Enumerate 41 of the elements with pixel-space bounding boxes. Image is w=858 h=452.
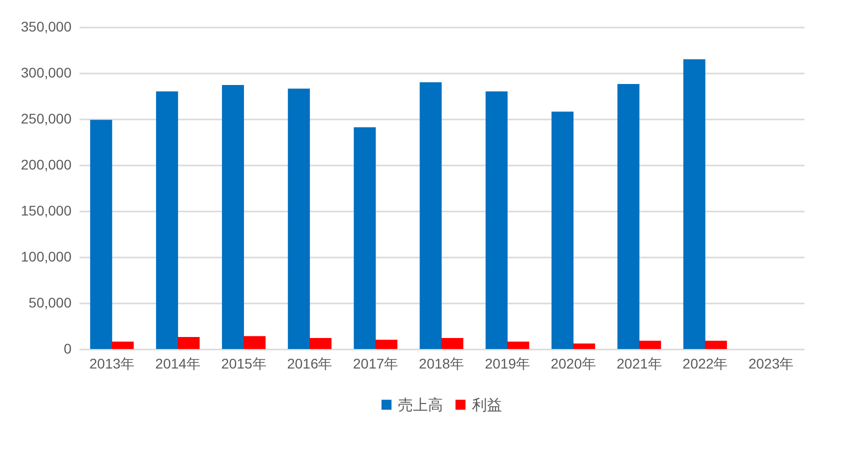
bar <box>683 59 706 349</box>
y-tick-label: 300,000 <box>20 64 72 80</box>
legend-label: 売上高 <box>398 396 443 414</box>
bar <box>309 338 332 349</box>
y-tick-label: 250,000 <box>20 110 72 126</box>
x-tick-label: 2020年 <box>550 356 596 372</box>
bar <box>552 112 574 349</box>
y-tick-label: 350,000 <box>20 18 72 34</box>
x-tick-label: 2017年 <box>353 356 398 372</box>
bar <box>420 82 442 349</box>
bar <box>441 338 464 349</box>
bar <box>486 91 508 349</box>
y-tick-label: 50,000 <box>28 294 72 310</box>
x-tick-label: 2022年 <box>682 356 728 372</box>
legend-label: 利益 <box>472 396 502 414</box>
x-tick-label: 2021年 <box>616 356 662 372</box>
y-tick-label: 150,000 <box>20 202 72 218</box>
bar <box>244 336 266 349</box>
bar <box>178 337 200 349</box>
x-tick-label: 2015年 <box>221 356 266 372</box>
y-tick-label: 0 <box>64 340 72 356</box>
bar <box>573 343 596 349</box>
bar <box>90 120 112 349</box>
bar <box>288 88 310 349</box>
bar <box>112 342 134 349</box>
bar <box>507 342 530 349</box>
x-tick-label: 2019年 <box>484 356 530 372</box>
y-tick-label: 200,000 <box>20 156 72 172</box>
bar <box>222 84 244 349</box>
bar <box>639 340 662 349</box>
bar <box>354 127 376 349</box>
bar <box>375 340 398 349</box>
bar <box>156 91 178 349</box>
bar <box>617 84 640 349</box>
bar <box>704 340 727 349</box>
x-tick-label: 2016年 <box>287 356 332 372</box>
x-tick-label: 2013年 <box>89 356 135 372</box>
x-tick-label: 2023年 <box>748 356 794 372</box>
y-tick-label: 100,000 <box>20 248 72 264</box>
x-tick-label: 2014年 <box>155 356 200 372</box>
x-tick-label: 2018年 <box>418 356 464 372</box>
